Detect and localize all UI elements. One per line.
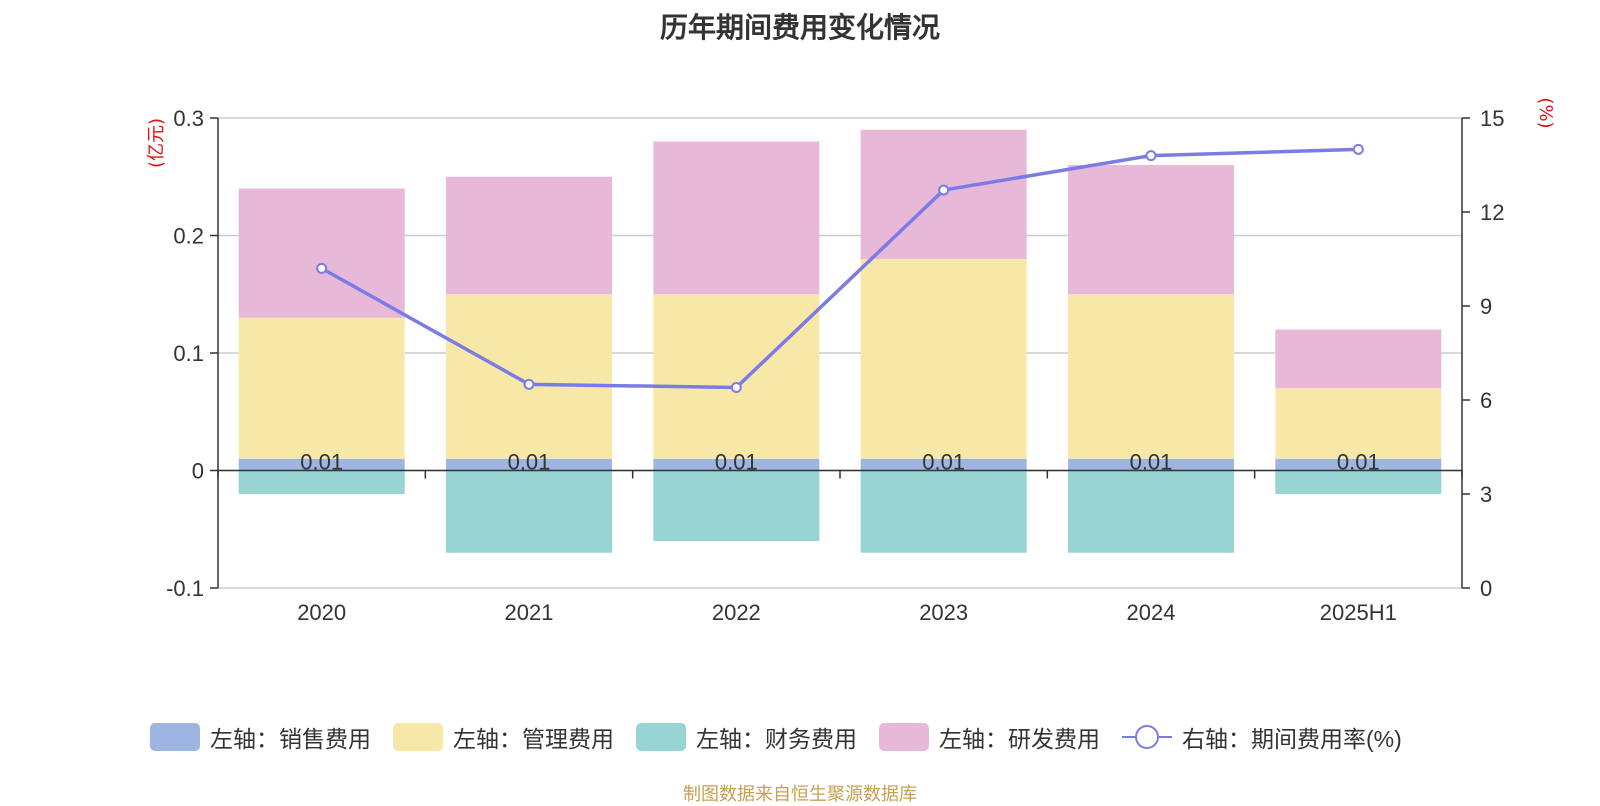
left-axis-tick-label: 0.1	[173, 341, 204, 366]
bar-sales	[860, 458, 1027, 471]
bar-sales	[1068, 458, 1234, 471]
x-axis-category-label: 2020	[297, 600, 346, 625]
data-label: 0.01	[1130, 450, 1173, 475]
data-label: 0.01	[715, 450, 758, 475]
rate-point	[1145, 150, 1157, 162]
legend-item-admin[interactable]: 左轴：管理费用	[393, 720, 614, 754]
bar-admin	[238, 317, 405, 459]
chart-title: 历年期间费用变化情况	[659, 12, 940, 43]
bar-sales	[446, 458, 612, 471]
left-axis-tick-label: 0.3	[173, 106, 204, 131]
legend-swatch-admin	[393, 723, 443, 751]
legend-label-rd: 左轴：研发费用	[939, 726, 1100, 752]
bar-rd	[446, 176, 612, 295]
rate-point	[523, 378, 535, 390]
legend-label-admin: 左轴：管理费用	[453, 726, 614, 752]
right-axis-tick-label: 12	[1480, 200, 1504, 225]
rate-point	[730, 381, 742, 393]
right-axis-tick-label: 6	[1480, 388, 1492, 413]
legend-swatch-finance	[636, 723, 686, 751]
bar-finance	[446, 470, 612, 553]
legend-item-rate[interactable]: 右轴：期间费用率(%)	[1122, 720, 1402, 754]
chart-area: -0.1 0 0.1 0.2 0.3 0 3 6 9 12 15 (亿元) (%) 0.01 0.01 0.0…	[146, 97, 1556, 625]
data-label: 0.01	[300, 450, 343, 475]
legend-label-finance: 左轴：财务费用	[696, 726, 857, 752]
legend-item-rd[interactable]: 左轴：研发费用	[879, 720, 1100, 754]
right-axis-tick-label: 15	[1480, 106, 1504, 131]
bar-rd	[1068, 165, 1234, 295]
bar-admin	[1068, 294, 1234, 459]
legend-swatch-sales	[150, 723, 200, 751]
legend-line-rate-icon	[1122, 725, 1172, 749]
bar-finance	[860, 470, 1027, 553]
rate-line	[320, 147, 1359, 390]
data-label: 0.01	[922, 450, 965, 475]
bar-sales	[238, 458, 405, 471]
bar-finance	[238, 470, 405, 494]
legend-item-finance[interactable]: 左轴：财务费用	[636, 720, 857, 754]
right-axis-tick-label: 9	[1480, 294, 1492, 319]
bar-admin	[1275, 388, 1442, 459]
legend-label-sales: 左轴：销售费用	[210, 726, 371, 752]
rate-point	[316, 262, 328, 274]
x-axis-category-label: 2024	[1127, 600, 1176, 625]
source-note: 制图数据来自恒生聚源数据库	[683, 784, 917, 804]
x-axis-category-label: 2022	[712, 600, 761, 625]
bar-rd	[238, 188, 405, 318]
bar-admin	[446, 294, 612, 459]
right-axis-tick-label: 3	[1480, 482, 1492, 507]
bar-finance	[653, 470, 820, 541]
data-label: 0.01	[508, 450, 551, 475]
left-axis-tick-label: -0.1	[166, 576, 204, 601]
bar-sales	[1275, 458, 1442, 471]
right-axis-unit: (%)	[1535, 97, 1556, 128]
x-axis-category-label: 2023	[919, 600, 968, 625]
bar-rd	[653, 141, 820, 295]
bar-admin	[653, 294, 820, 459]
bar-finance	[1068, 470, 1234, 553]
legend: 左轴：销售费用 左轴：管理费用 左轴：财务费用 左轴：研发费用 右轴：期间费用率…	[150, 720, 1424, 754]
right-axis-tick-label: 0	[1480, 576, 1492, 601]
bar-admin	[860, 259, 1027, 459]
legend-swatch-rd	[879, 723, 929, 751]
rate-point	[1352, 143, 1364, 155]
x-axis-category-label: 2025H1	[1320, 600, 1397, 625]
left-axis-tick-label: 0	[192, 459, 204, 484]
legend-item-sales[interactable]: 左轴：销售费用	[150, 720, 371, 754]
legend-label-rate: 右轴：期间费用率(%)	[1182, 726, 1402, 752]
bar-rd	[1275, 329, 1442, 389]
bar-sales	[653, 458, 820, 471]
bar-finance	[1275, 470, 1442, 494]
x-axis-category-label: 2021	[505, 600, 554, 625]
rate-point	[938, 184, 950, 196]
left-axis-unit: (亿元)	[146, 118, 167, 168]
data-label: 0.01	[1337, 450, 1380, 475]
left-axis-tick-label: 0.2	[173, 224, 204, 249]
